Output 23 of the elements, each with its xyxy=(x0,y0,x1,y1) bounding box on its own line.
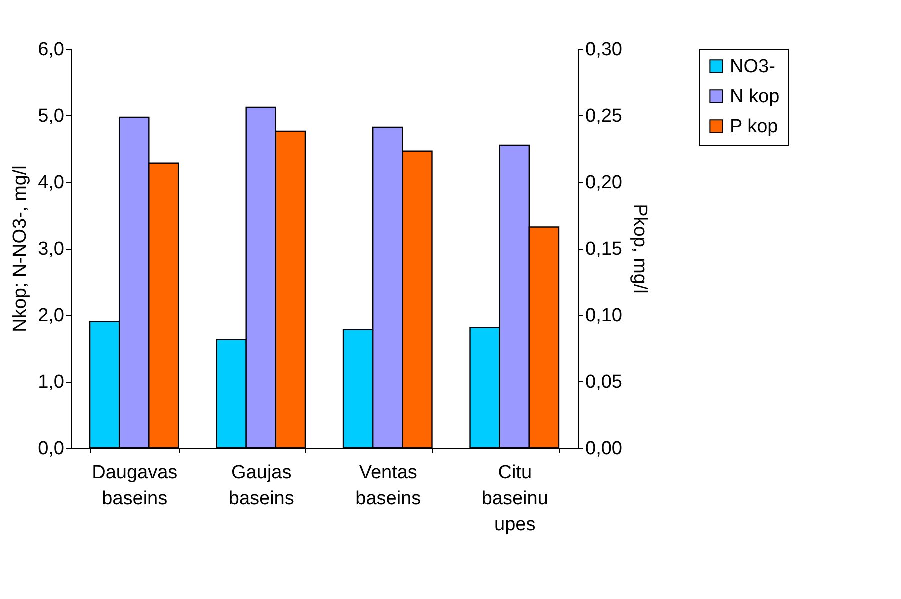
x-tick-label: Daugavas baseins xyxy=(92,462,178,510)
y-tick-label: 1,0 xyxy=(38,372,64,393)
x-tick-label: Gaujas baseins xyxy=(228,462,294,510)
y-tick-label: 2,0 xyxy=(38,306,64,326)
x-tick-label: Ventas baseins xyxy=(356,462,422,510)
y2-tick-label: 0,15 xyxy=(586,239,622,260)
legend-label: N kop xyxy=(730,86,780,108)
y-axis-title: Nkop; N-NO3-, mg/l xyxy=(10,166,32,332)
y-tick-label: 5,0 xyxy=(38,106,64,127)
y2-tick-label: 0,30 xyxy=(586,40,622,60)
y2-tick-label: 0,00 xyxy=(586,438,622,460)
y2-tick-label: 0,25 xyxy=(586,106,622,127)
x-tick-label: Citu baseinu upes xyxy=(482,462,548,536)
y2-tick-label: 0,10 xyxy=(586,306,622,326)
y-tick-label: 6,0 xyxy=(38,40,64,60)
y-tick-label: 3,0 xyxy=(38,239,64,260)
y-tick-label: 4,0 xyxy=(38,172,64,194)
legend-label: P kop xyxy=(730,116,778,138)
y2-axis-title: Pkop, mg/l xyxy=(629,204,650,294)
y2-tick-label: 0,20 xyxy=(586,172,622,194)
y2-tick-label: 0,05 xyxy=(586,372,622,393)
legend-label: NO3- xyxy=(730,56,776,78)
y-tick-label: 0,0 xyxy=(38,438,64,460)
